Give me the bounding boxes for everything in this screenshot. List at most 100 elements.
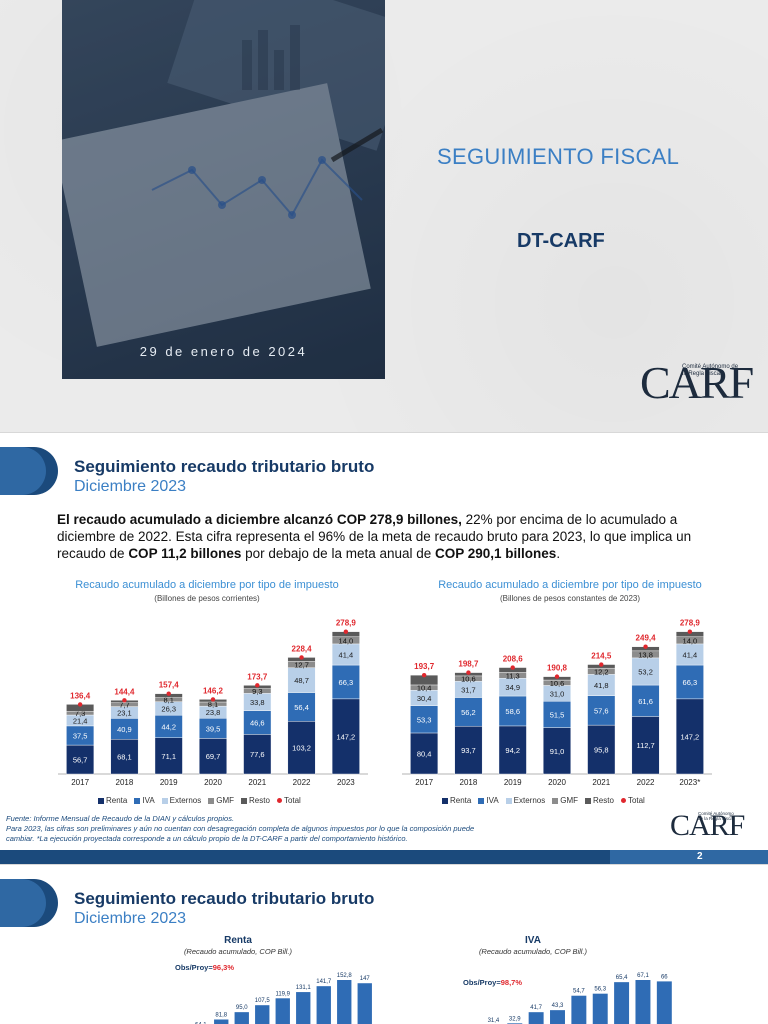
- mini-bar: [275, 998, 290, 1024]
- data-label: 58,6: [505, 707, 520, 716]
- data-label: 12,7: [294, 660, 309, 669]
- data-label: 23,1: [117, 708, 132, 717]
- category-label: 2019: [504, 778, 522, 787]
- data-label: 14,0: [339, 636, 354, 645]
- iva-mini-title: IVA: [525, 935, 541, 946]
- data-label: 66,3: [339, 678, 354, 687]
- bar-iva: [498, 695, 527, 727]
- total-marker: [421, 672, 427, 678]
- data-label: 53,2: [638, 667, 653, 676]
- mini-value-label: 56,3: [594, 987, 606, 993]
- mini-value-label: 152,8: [337, 973, 353, 979]
- legend2-resto: Resto: [585, 796, 614, 805]
- footer-bar-accent: [610, 850, 768, 864]
- mini-value-label: 66: [661, 974, 668, 980]
- mini-value-label: 107,5: [255, 998, 271, 1004]
- mini-value-label: 32,9: [509, 1016, 521, 1022]
- data-label: 10,6: [550, 679, 565, 688]
- legend-gmf: GMF: [208, 796, 234, 805]
- data-label: 37,5: [73, 731, 88, 740]
- legend2-swatch-iva: [478, 797, 485, 804]
- data-label: 41,4: [339, 650, 354, 659]
- mini-value-label: 65,4: [616, 975, 628, 981]
- total-label: 278,9: [336, 619, 357, 628]
- legend2-total: Total: [620, 796, 645, 805]
- mini-bar: [255, 1005, 270, 1024]
- footnote-line-1: Fuente: Informe Mensual de Recaudo de la…: [6, 814, 235, 823]
- legend-swatch-renta: [98, 797, 104, 804]
- data-label: 91,0: [550, 747, 565, 756]
- category-label: 2017: [71, 778, 89, 787]
- category-label: 2022: [293, 778, 311, 787]
- data-label: 30,4: [417, 694, 432, 703]
- total-label: 198,7: [458, 660, 479, 669]
- bar-iva: [543, 701, 571, 728]
- mini-bar: [571, 995, 587, 1024]
- total-label: 249,4: [636, 634, 657, 643]
- iva-mini-unit: (Recaudo acumulado, COP Bill.): [478, 947, 588, 956]
- data-label: 14,0: [683, 636, 698, 645]
- mini-bar: [234, 1012, 249, 1024]
- total-marker: [643, 644, 648, 649]
- data-label: 57,6: [594, 706, 609, 715]
- chart2-legend: Renta IVA Externos GMF Resto Total: [442, 796, 645, 805]
- legend-total: Total: [276, 796, 301, 805]
- legend2-marker-total: [620, 798, 626, 803]
- footnote-line-3: cambiar. *La ejecución proyectada corres…: [6, 834, 408, 843]
- total-marker: [166, 691, 171, 696]
- data-label: 31,7: [461, 685, 476, 694]
- mini-value-label: 67,1: [637, 973, 649, 979]
- renta-obs-proy: Obs/Proy=96,3%: [175, 963, 235, 972]
- intro-bold-2: COP 11,2 billones: [128, 546, 242, 561]
- data-label: 33,8: [250, 698, 265, 707]
- category-label: 2017: [415, 778, 433, 787]
- mini-bar: [214, 1019, 229, 1024]
- category-label: 2023: [337, 778, 355, 787]
- category-label: 2019: [160, 778, 178, 787]
- data-label: 11,3: [506, 671, 520, 680]
- legend-swatch-resto: [241, 797, 248, 804]
- data-label: 41,4: [683, 650, 698, 659]
- chart1-svg: 56,7 37,5 21,47,3 136,4 2017 68,1 40,9 23,17,7 1…: [58, 619, 368, 787]
- intro-text-1: 22% por encima de lo acumulado a diciemb…: [57, 512, 692, 561]
- cover-date: 29 de enero de 2024: [139, 344, 308, 359]
- data-label: 48,7: [294, 676, 309, 685]
- legend-swatch-externos: [161, 797, 168, 804]
- carf-logo-small: CARF Comité Autónomo de la Regla Fiscal: [670, 809, 745, 843]
- data-label: 95,8: [594, 746, 609, 755]
- data-label: 56,2: [461, 708, 476, 717]
- bar-iva: [587, 695, 616, 726]
- revenue-slide: Seguimiento recaudo tributario bruto Dic…: [0, 432, 768, 864]
- total-label: 146,2: [203, 686, 224, 695]
- total-label: 208,6: [503, 655, 524, 664]
- data-label: 44,2: [161, 722, 176, 731]
- bar-iva: [410, 705, 439, 734]
- total-label: 173,7: [247, 672, 268, 681]
- total-label: 214,5: [591, 652, 612, 661]
- data-label: 26,3: [161, 704, 176, 713]
- mini-bar: [656, 981, 672, 1024]
- total-marker: [77, 702, 83, 707]
- total-marker: [299, 655, 304, 660]
- data-label: 40,9: [117, 725, 132, 734]
- legend-swatch-iva: [134, 797, 141, 804]
- legend2-gmf: GMF: [552, 796, 578, 805]
- bar-renta: [331, 698, 360, 775]
- iva-mini-chart: 20,421,831,432,941,743,354,756,365,467,1…: [488, 973, 672, 1024]
- data-label: 21,4: [73, 716, 88, 725]
- slide3-subtitle: Diciembre 2023: [74, 910, 187, 927]
- mini-value-label: 64,1: [195, 1022, 207, 1024]
- legend-externos: Externos: [161, 796, 201, 805]
- header-accent-inner-3: [0, 879, 46, 927]
- data-label: 147,2: [680, 732, 699, 741]
- bar-externos: [631, 657, 660, 686]
- renta-mini-title: Renta: [224, 935, 252, 946]
- mini-value-label: 81,8: [215, 1012, 227, 1018]
- intro-bold-3: COP 290,1 billones: [435, 546, 557, 561]
- mini-value-label: 43,3: [552, 1003, 564, 1009]
- carf-logo: CARF Comité Autónomo de la Regla Fiscal: [640, 358, 754, 410]
- category-label: 2018: [460, 778, 478, 787]
- total-marker: [687, 629, 693, 634]
- slide-title: Seguimiento recaudo tributario bruto: [74, 457, 375, 476]
- chart1-title: Recaudo acumulado a diciembre por tipo d…: [75, 579, 339, 591]
